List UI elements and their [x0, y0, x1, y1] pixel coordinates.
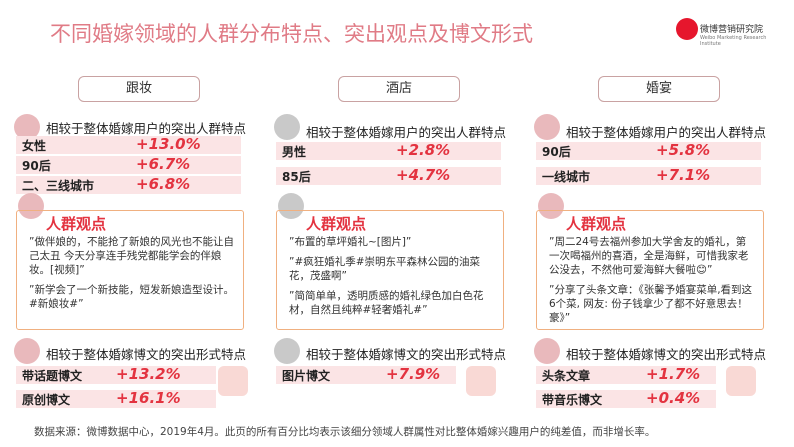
opinion-heading: 人群观点	[564, 213, 629, 234]
audience-icon	[274, 114, 300, 140]
quote: ”周二24号去福州参加大学舍友的婚礼，第一次喝福州的喜酒，全是海鲜，可惜我家老公…	[549, 236, 749, 276]
title: 不同婚嫁领域的人群分布特点、突出观点及博文形式	[50, 22, 533, 46]
opinion-box: ”做伴娘的，不能抢了新娘的风光也不能让自己太丑 今天分享连手残党都能学会的伴娘妆…	[16, 210, 244, 330]
audience-heading: 相较于整体婚嫁用户的突出人群特点	[566, 125, 767, 140]
audience-value: +7.1%	[656, 166, 711, 184]
logo: 微博营销研究院 Weibo Marketing Research Institu…	[700, 22, 780, 47]
footer: 数据来源：微博数据中心，2019年4月。此页的所有百分比均表示该细分领域人群属性…	[34, 426, 656, 438]
format-row: 带音乐博文 +0.4%	[536, 389, 716, 408]
format-icon	[14, 338, 40, 364]
opinion-heading: 人群观点	[44, 213, 109, 234]
opinion-heading: 人群观点	[304, 213, 369, 234]
column-header: 婚宴	[598, 76, 720, 102]
format-value: +7.9%	[386, 365, 441, 383]
column-header: 跟妆	[78, 76, 200, 102]
audience-heading: 相较于整体婚嫁用户的突出人群特点	[46, 121, 247, 136]
format-decoration	[218, 366, 248, 396]
audience-label: 90后	[22, 159, 51, 173]
audience-row: 90后 +5.8%	[536, 141, 761, 160]
format-decoration	[726, 366, 756, 396]
logo-subtitle: Weibo Marketing Research Institute	[700, 35, 767, 47]
opinion-icon	[538, 193, 564, 219]
quote: ”布置的草坪婚礼~[图片]”	[289, 236, 412, 248]
audience-label: 男性	[282, 145, 307, 159]
quote: ”简简单单，透明质感的婚礼绿色加白色花材，自然且纯粹#轻奢婚礼#”	[289, 290, 484, 316]
audience-label: 一线城市	[542, 170, 591, 184]
opinion-box: ”周二24号去福州参加大学舍友的婚礼，第一次喝福州的喜酒，全是海鲜，可惜我家老公…	[536, 210, 764, 330]
logo-name: 微博营销研究院	[700, 25, 764, 35]
audience-heading: 相较于整体婚嫁用户的突出人群特点	[306, 125, 507, 140]
format-heading: 相较于整体婚嫁博文的突出形式特点	[306, 347, 507, 362]
opinion-icon	[18, 193, 44, 219]
audience-icon	[14, 114, 40, 140]
format-row: 图片博文 +7.9%	[276, 365, 456, 384]
quote: ”新学会了一个新技能，短发新娘造型设计。#新娘妆#”	[29, 284, 234, 310]
audience-value: +13.0%	[136, 135, 201, 153]
audience-value: +4.7%	[396, 166, 451, 184]
audience-row: 85后 +4.7%	[276, 166, 501, 185]
column-header: 酒店	[338, 76, 460, 102]
format-label: 头条文章	[542, 369, 591, 383]
audience-row: 男性 +2.8%	[276, 141, 501, 160]
audience-value: +2.8%	[396, 141, 451, 159]
format-row: 原创博文 +16.1%	[16, 389, 216, 408]
format-heading: 相较于整体婚嫁博文的突出形式特点	[46, 347, 247, 362]
format-value: +13.2%	[116, 365, 181, 383]
audience-value: +5.8%	[656, 141, 711, 159]
audience-icon	[534, 114, 560, 140]
audience-value: +6.7%	[136, 155, 191, 173]
audience-label: 85后	[282, 170, 311, 184]
format-heading: 相较于整体婚嫁博文的突出形式特点	[566, 347, 767, 362]
audience-label: 二、三线城市	[22, 179, 95, 193]
format-icon	[274, 338, 300, 364]
format-value: +1.7%	[646, 365, 701, 383]
format-value: +0.4%	[646, 389, 701, 407]
column: 婚宴 相较于整体婚嫁用户的突出人群特点 90后 +5.8% 一线城市 +7.1% 人群观点”…	[528, 70, 778, 415]
audience-row: 一线城市 +7.1%	[536, 166, 761, 185]
column: 跟妆相较于整体婚嫁用户的突出人群特点女性 +13.0% 90后 +6.7% 二、三线城市…	[8, 70, 258, 415]
quote: ”#疯狂婚礼季#崇明东平森林公园的油菜花，茂盛啊”	[289, 256, 481, 282]
audience-row: 90后 +6.7%	[16, 155, 241, 174]
column: 酒店 相较于整体婚嫁用户的突出人群特点 男性 +2.8% 85后 +4.7% 人群观点 ”布置…	[268, 70, 518, 415]
format-row: 头条文章 +1.7%	[536, 365, 716, 384]
format-value: +16.1%	[116, 389, 181, 407]
format-label: 原创博文	[22, 393, 71, 407]
audience-row: 二、三线城市 +6.8%	[16, 175, 241, 194]
quote: ”分享了头条文章：《张馨予婚宴菜单,看到这6个菜, 网友: 份子钱拿少了都不好意…	[549, 284, 753, 324]
format-decoration	[466, 366, 496, 396]
format-row: 带话题博文 +13.2%	[16, 365, 216, 384]
format-label: 带音乐博文	[542, 393, 603, 407]
audience-value: +6.8%	[136, 175, 191, 193]
audience-label: 女性	[22, 139, 47, 153]
audience-row: 女性 +13.0%	[16, 135, 241, 154]
quote: ”做伴娘的，不能抢了新娘的风光也不能让自己太丑 今天分享连手残党都能学会的伴娘妆…	[29, 236, 234, 276]
format-icon	[534, 338, 560, 364]
format-label: 图片博文	[282, 369, 331, 383]
opinion-icon	[278, 193, 304, 219]
logo-icon	[676, 18, 698, 40]
format-label: 带话题博文	[22, 369, 83, 383]
audience-label: 90后	[542, 145, 571, 159]
opinion-box: ”布置的草坪婚礼~[图片]” ”#疯狂婚礼季#崇明东平森林公园的油菜花，茂盛啊” ”…	[276, 210, 504, 330]
